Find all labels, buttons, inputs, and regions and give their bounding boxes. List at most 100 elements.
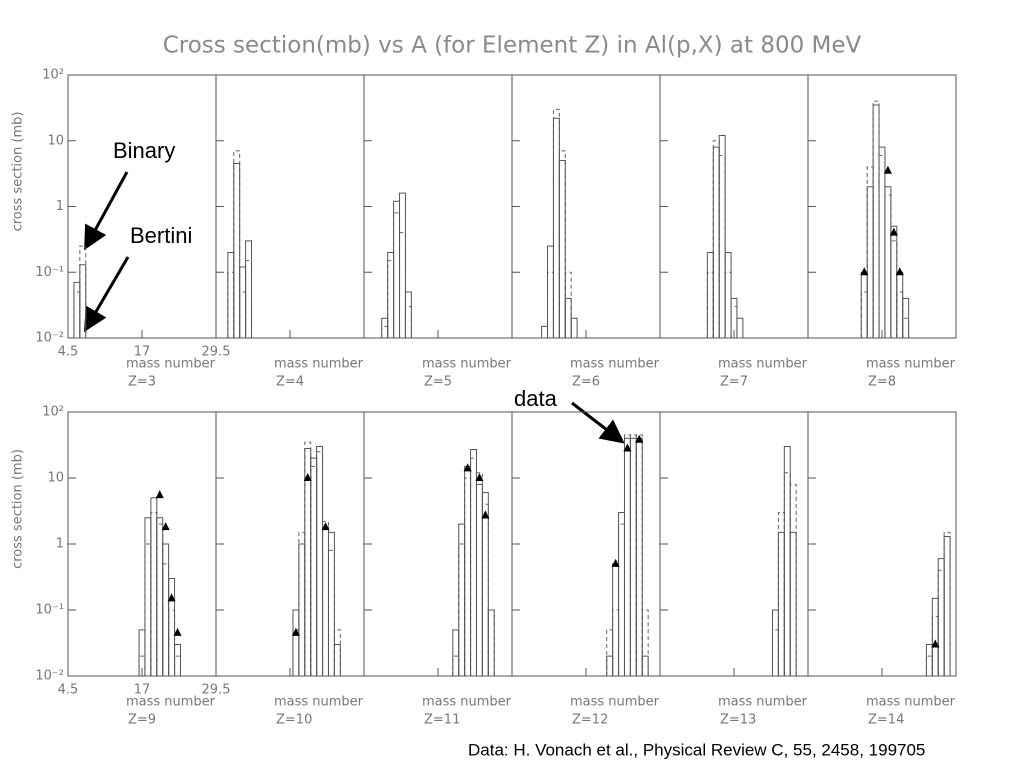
histogram-bin xyxy=(487,609,495,676)
histogram-bin xyxy=(487,609,495,676)
histogram-bin xyxy=(292,609,300,676)
panel-frame xyxy=(659,411,809,677)
histogram-bin xyxy=(937,569,945,676)
annotation: Binary xyxy=(113,138,175,163)
y-tick-label: 1 xyxy=(56,199,64,214)
histogram-bin xyxy=(777,531,785,676)
annotation: Bertini xyxy=(130,223,192,248)
histogram-bin xyxy=(860,291,868,338)
y-tick-label: 1 xyxy=(56,537,64,552)
histogram-bin xyxy=(387,260,395,338)
histogram-bin xyxy=(333,644,341,676)
histogram-bin xyxy=(547,271,554,338)
panel-label: Z=11 xyxy=(424,713,460,728)
histogram-bin xyxy=(310,465,318,676)
x-tick-label: 4.5 xyxy=(58,683,79,698)
histogram-bin xyxy=(712,146,720,338)
y-tick-label: 10⁻¹ xyxy=(35,265,64,280)
panel-label: Z=3 xyxy=(128,375,156,390)
histogram-bin xyxy=(623,434,631,676)
panel-frame xyxy=(363,74,513,339)
histogram-bin xyxy=(541,325,549,338)
histogram-bin xyxy=(606,629,614,676)
data-point xyxy=(481,510,490,519)
histogram-bin xyxy=(233,150,241,338)
panel-label: Z=6 xyxy=(572,375,600,390)
histogram-bin xyxy=(381,317,389,338)
histogram-bin xyxy=(239,291,247,338)
histogram-bin xyxy=(890,240,898,338)
histogram-bin xyxy=(884,186,892,338)
histogram-bin xyxy=(943,531,951,676)
histogram-bin xyxy=(771,609,779,676)
histogram-bin xyxy=(174,655,181,676)
histogram-bin xyxy=(481,503,489,676)
x-axis-label: mass number xyxy=(718,357,808,372)
histogram-bin xyxy=(310,457,318,676)
histogram-bin xyxy=(327,549,335,676)
histogram-bin xyxy=(292,629,300,676)
histogram-bin xyxy=(925,655,933,676)
histogram-bin xyxy=(789,531,797,676)
histogram-bin xyxy=(552,108,560,338)
histogram-bin xyxy=(872,100,880,338)
histogram-bin xyxy=(168,578,176,676)
x-axis-label: mass number xyxy=(570,357,660,372)
histogram-bin xyxy=(860,271,868,338)
histogram-bin xyxy=(156,523,164,676)
x-tick-label: 4.5 xyxy=(58,345,79,360)
histogram-bin xyxy=(458,523,466,676)
histogram-bin xyxy=(931,597,939,676)
data-point xyxy=(860,267,869,276)
histogram-bin xyxy=(327,531,335,676)
histogram-bin xyxy=(333,629,341,676)
histogram-bin xyxy=(239,266,247,338)
data-point xyxy=(623,443,632,452)
histogram-bin xyxy=(452,629,460,676)
histogram-bin xyxy=(245,260,253,338)
histogram-bin xyxy=(316,446,324,676)
histogram-bin xyxy=(470,457,477,676)
histogram-bin xyxy=(458,543,466,676)
histogram-bin xyxy=(404,291,412,338)
data-point xyxy=(167,593,176,602)
histogram-bin xyxy=(629,434,637,676)
y-tick-label: 10⁻¹ xyxy=(35,603,64,618)
histogram-bin xyxy=(73,281,81,338)
histogram-bin xyxy=(564,297,572,338)
histogram-bin xyxy=(399,192,406,338)
histogram-bin xyxy=(547,245,554,338)
footer: Data: H. Vonach et al., Physical Review … xyxy=(468,740,925,759)
histogram-bin xyxy=(452,655,460,676)
histogram-bin xyxy=(404,306,412,338)
histogram-bin xyxy=(174,644,181,676)
panel-label: Z=9 xyxy=(128,713,156,728)
histogram-bin xyxy=(878,154,886,338)
histogram-bin xyxy=(724,271,732,338)
histogram-bin xyxy=(706,251,714,338)
panel-frame xyxy=(215,74,365,339)
histogram-bin xyxy=(79,245,87,338)
histogram-bin xyxy=(381,325,389,338)
x-tick-label: 17 xyxy=(134,683,151,698)
histogram-bin xyxy=(612,609,620,676)
histogram-bin xyxy=(712,140,720,338)
histogram-bin xyxy=(168,609,176,676)
histogram-bin xyxy=(144,543,152,676)
y-axis-label: cross section (mb) xyxy=(11,112,26,232)
panel-frame xyxy=(511,74,661,339)
histogram-bin xyxy=(316,451,324,676)
arrow xyxy=(571,401,625,444)
histogram-bin xyxy=(552,117,560,338)
histogram-bin xyxy=(464,477,472,676)
histogram-bin xyxy=(902,297,910,338)
histogram-bin xyxy=(771,629,779,676)
histogram-bin xyxy=(641,609,649,676)
arrow xyxy=(83,256,130,333)
histogram-bin xyxy=(635,434,643,676)
histogram-bin xyxy=(937,558,945,676)
panel-label: Z=7 xyxy=(720,375,748,390)
panel-label: Z=12 xyxy=(572,713,608,728)
x-axis-label: mass number xyxy=(274,695,364,710)
histogram-bin xyxy=(322,520,329,676)
